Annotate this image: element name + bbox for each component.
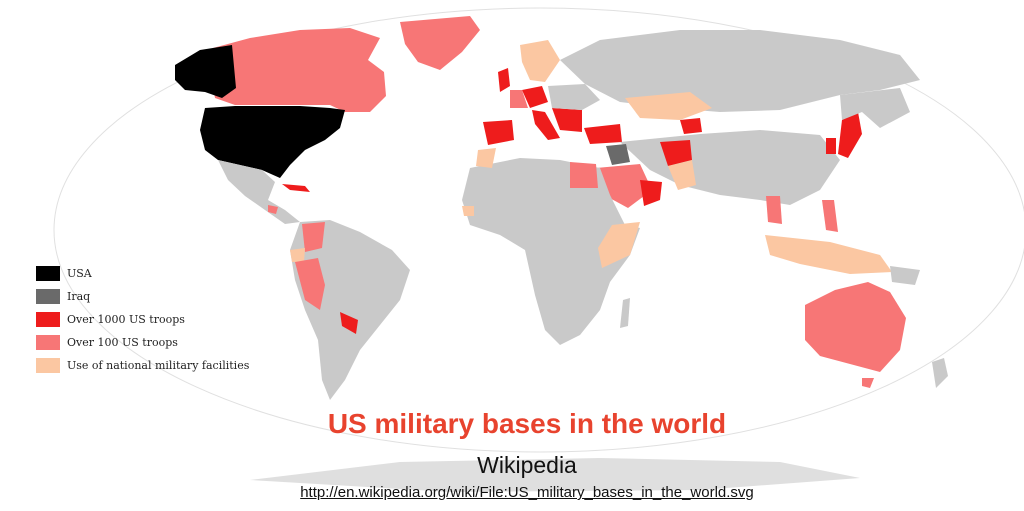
- region-mexico: [218, 160, 300, 224]
- legend-swatch: [36, 266, 60, 281]
- region-central-asia: [680, 118, 702, 134]
- region-alaska: [175, 45, 236, 98]
- legend-label: Use of national military facilities: [67, 359, 250, 372]
- region-new-zealand: [932, 358, 948, 388]
- region-indonesia: [765, 235, 892, 274]
- region-pakistan: [668, 160, 696, 190]
- region-scandinavia: [520, 40, 560, 82]
- region-oman: [640, 180, 662, 206]
- region-canada: [210, 28, 386, 112]
- region-cuba: [282, 184, 310, 192]
- region-peru: [295, 258, 325, 310]
- region-europe-north: [510, 90, 528, 108]
- source-link[interactable]: http://en.wikipedia.org/wiki/File:US_mil…: [300, 484, 754, 501]
- region-korea: [826, 138, 836, 154]
- region-japan: [838, 112, 862, 158]
- region-germany: [522, 86, 548, 108]
- region-kazakhstan: [625, 92, 712, 120]
- legend-item-usa: USA: [36, 262, 249, 285]
- region-philippines: [822, 200, 838, 232]
- region-iraq: [606, 144, 630, 165]
- legend-item-over-100: Over 100 US troops: [36, 331, 249, 354]
- legend-swatch: [36, 335, 60, 350]
- region-thailand: [766, 196, 782, 224]
- region-tasmania: [862, 378, 874, 388]
- region-paraguay: [340, 312, 358, 334]
- region-balkans: [552, 108, 582, 132]
- region-russia: [560, 30, 920, 112]
- legend-swatch: [36, 289, 60, 304]
- legend-item-iraq: Iraq: [36, 285, 249, 308]
- region-afghanistan: [660, 140, 692, 166]
- legend-label: Over 100 US troops: [67, 336, 178, 349]
- legend-item-over-1000: Over 1000 US troops: [36, 308, 249, 331]
- source-name: Wikipedia: [477, 452, 577, 478]
- region-png: [890, 266, 920, 285]
- region-uk: [498, 68, 510, 92]
- region-honduras: [268, 205, 278, 214]
- region-antarctica: [250, 458, 860, 492]
- legend-swatch: [36, 312, 60, 327]
- region-east-asia-rest: [840, 88, 910, 128]
- map-title: US military bases in the world: [327, 408, 727, 439]
- region-spain: [483, 120, 514, 145]
- region-morocco: [476, 148, 496, 168]
- region-ecuador: [290, 248, 305, 262]
- region-australia: [805, 282, 906, 372]
- legend-label: USA: [67, 267, 92, 280]
- region-italy: [532, 110, 560, 140]
- map-legend: USA Iraq Over 1000 US troops Over 100 US…: [36, 262, 249, 377]
- region-greenland: [400, 16, 480, 70]
- region-south-america: [290, 220, 410, 400]
- region-europe-rest: [548, 84, 600, 110]
- region-egypt: [570, 162, 598, 188]
- region-west-africa: [462, 206, 474, 216]
- legend-item-national: Use of national military facilities: [36, 354, 249, 377]
- region-turkey: [584, 124, 622, 144]
- legend-swatch: [36, 358, 60, 373]
- legend-label: Iraq: [67, 290, 91, 303]
- region-usa: [200, 106, 345, 178]
- region-madagascar: [620, 298, 630, 328]
- region-colombia: [302, 222, 325, 252]
- legend-label: Over 1000 US troops: [67, 313, 185, 326]
- region-africa: [462, 158, 640, 345]
- region-horn: [598, 222, 640, 268]
